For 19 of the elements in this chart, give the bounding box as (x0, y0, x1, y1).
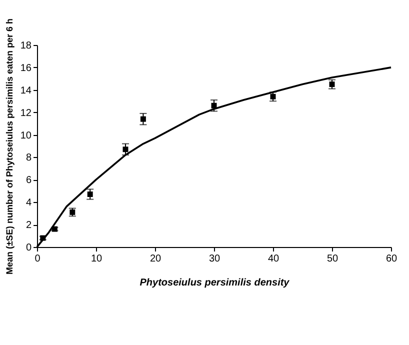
x-axis-title: Phytoseiulus persimilis density (140, 278, 290, 288)
y-tick-label: 4 (26, 198, 32, 209)
x-tick-label: 10 (90, 254, 102, 264)
y-tick-label: 6 (26, 175, 32, 186)
x-tick-label: 30 (208, 254, 220, 264)
y-tick-label: 10 (20, 130, 32, 142)
x-tick-label: 40 (268, 254, 280, 264)
y-tick-label: 14 (20, 85, 32, 96)
x-tick-label: 60 (386, 254, 398, 264)
y-tick-label: 2 (26, 220, 32, 232)
x-tick-label: 0 (34, 254, 41, 264)
y-tick-label: 18 (20, 40, 32, 52)
y-tick-label: 0 (26, 242, 32, 254)
y-axis-title: Mean (±SE) number of Phytoseiulus persimilis eaten per 6 h (4, 18, 14, 274)
x-tick-label: 50 (326, 254, 338, 264)
y-tick-label: 16 (20, 62, 32, 74)
x-tick-label: 20 (150, 254, 162, 264)
y-tick-label: 8 (26, 152, 32, 164)
y-tick-label: 12 (20, 108, 32, 119)
